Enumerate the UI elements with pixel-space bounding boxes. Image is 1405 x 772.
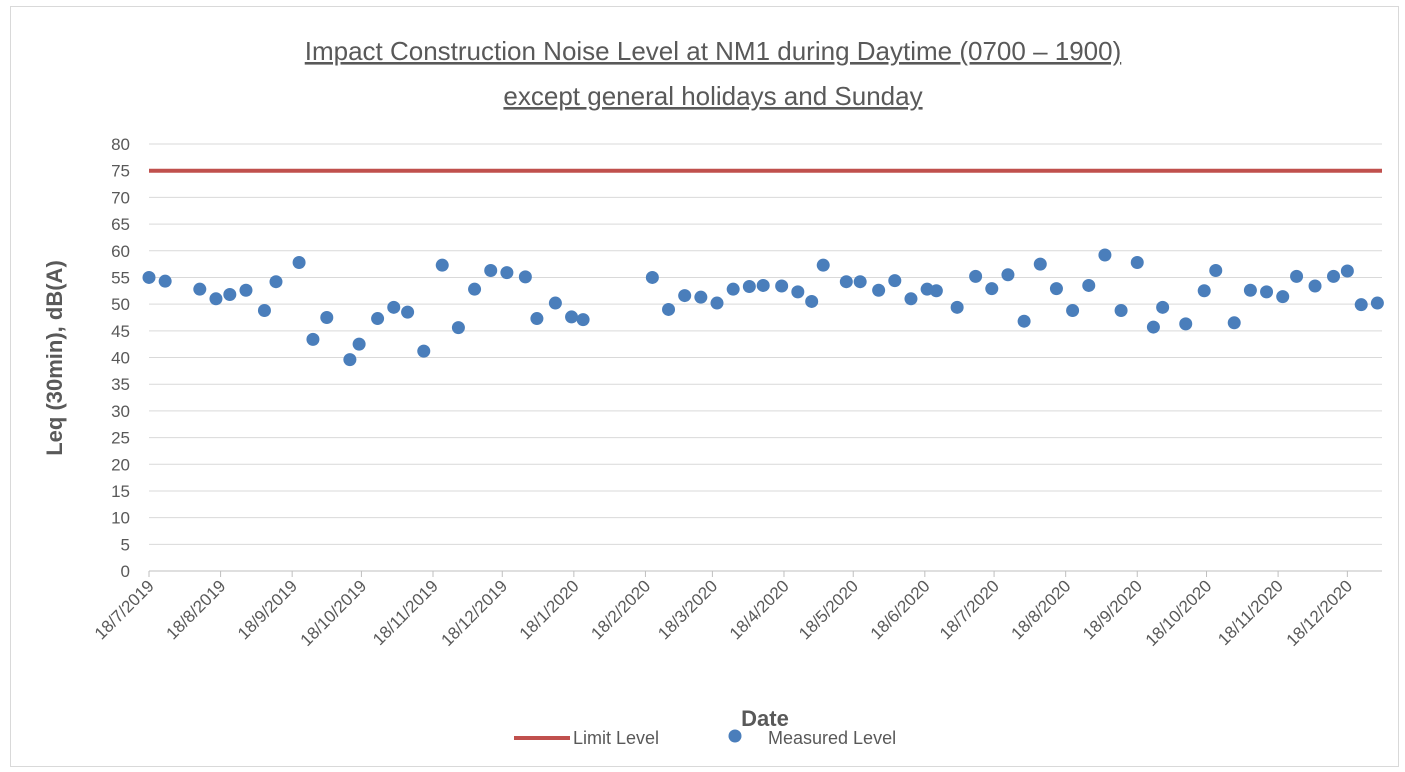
data-point <box>401 305 415 319</box>
data-point <box>371 312 385 326</box>
data-point <box>468 282 482 296</box>
data-point <box>1197 284 1211 298</box>
data-point <box>209 292 223 306</box>
data-point <box>1308 279 1322 293</box>
data-point <box>888 274 902 288</box>
data-point <box>1001 268 1015 282</box>
data-point <box>1098 248 1112 262</box>
data-point <box>1370 296 1384 310</box>
legend-label: Limit Level <box>573 728 659 748</box>
y-axis-label: Leq (30min), dB(A) <box>42 260 67 456</box>
chart-subtitle: except general holidays and Sunday <box>503 81 922 111</box>
data-point <box>853 275 867 289</box>
data-point <box>1290 269 1304 283</box>
data-point <box>239 283 253 297</box>
data-point <box>1354 298 1368 312</box>
data-point <box>678 289 692 303</box>
data-point <box>548 296 562 310</box>
data-point <box>518 270 532 284</box>
data-point <box>726 282 740 296</box>
y-tick-label: 30 <box>111 402 130 421</box>
data-point <box>1260 285 1274 299</box>
data-point <box>710 296 724 310</box>
data-point <box>565 310 579 324</box>
data-point <box>451 321 465 335</box>
y-tick-label: 70 <box>111 188 130 207</box>
data-point <box>1156 300 1170 314</box>
data-point <box>576 313 590 327</box>
data-point <box>904 292 918 306</box>
data-point <box>352 337 366 351</box>
data-point <box>193 282 207 296</box>
data-point <box>500 266 514 280</box>
data-point <box>1114 304 1128 318</box>
y-tick-label: 25 <box>111 429 130 448</box>
y-tick-label: 75 <box>111 162 130 181</box>
data-point <box>257 304 271 318</box>
data-point <box>320 310 334 324</box>
data-point <box>805 294 819 308</box>
y-tick-label: 0 <box>121 562 130 581</box>
data-point <box>343 353 357 367</box>
y-tick-label: 60 <box>111 242 130 261</box>
y-tick-label: 45 <box>111 322 130 341</box>
data-point <box>435 258 449 272</box>
data-point <box>1243 283 1257 297</box>
data-point <box>1130 255 1144 269</box>
y-tick-label: 15 <box>111 482 130 501</box>
y-tick-label: 10 <box>111 509 130 528</box>
data-point <box>1033 257 1047 271</box>
data-point <box>1017 314 1031 328</box>
data-point <box>1146 320 1160 334</box>
data-point <box>1340 264 1354 278</box>
y-tick-label: 50 <box>111 295 130 314</box>
y-tick-label: 40 <box>111 349 130 368</box>
data-point <box>1327 269 1341 283</box>
data-point <box>791 285 805 299</box>
data-point <box>142 270 156 284</box>
data-point <box>269 275 283 289</box>
data-point <box>694 290 708 304</box>
data-point <box>985 282 999 296</box>
data-point <box>756 278 770 292</box>
legend-label: Measured Level <box>768 728 896 748</box>
data-point <box>158 274 172 288</box>
y-tick-label: 80 <box>111 135 130 154</box>
data-point <box>1179 317 1193 331</box>
data-point <box>929 284 943 298</box>
data-point <box>223 288 237 302</box>
y-tick-label: 20 <box>111 455 130 474</box>
chart-title: Impact Construction Noise Level at NM1 d… <box>305 36 1122 66</box>
data-point <box>839 275 853 289</box>
data-point <box>775 279 789 293</box>
data-point <box>1082 278 1096 292</box>
data-point <box>530 312 544 326</box>
x-axis-label: Date <box>741 706 789 731</box>
data-point <box>1209 263 1223 277</box>
data-point <box>1049 282 1063 296</box>
data-point <box>950 300 964 314</box>
data-point <box>387 300 401 314</box>
y-tick-label: 55 <box>111 268 130 287</box>
y-tick-label: 35 <box>111 375 130 394</box>
y-tick-label: 5 <box>121 535 130 554</box>
data-point <box>645 270 659 284</box>
data-point <box>1227 316 1241 330</box>
data-point <box>969 269 983 283</box>
data-point <box>292 255 306 269</box>
data-point <box>872 283 886 297</box>
chart-frame <box>10 6 1399 767</box>
data-point <box>417 344 431 358</box>
data-point <box>662 302 676 316</box>
data-point <box>306 332 320 346</box>
data-point <box>742 280 756 294</box>
data-point <box>816 258 830 272</box>
data-point <box>1066 304 1080 318</box>
data-point <box>1276 290 1290 304</box>
y-tick-label: 65 <box>111 215 130 234</box>
data-point <box>484 263 498 277</box>
legend-swatch <box>728 729 742 743</box>
